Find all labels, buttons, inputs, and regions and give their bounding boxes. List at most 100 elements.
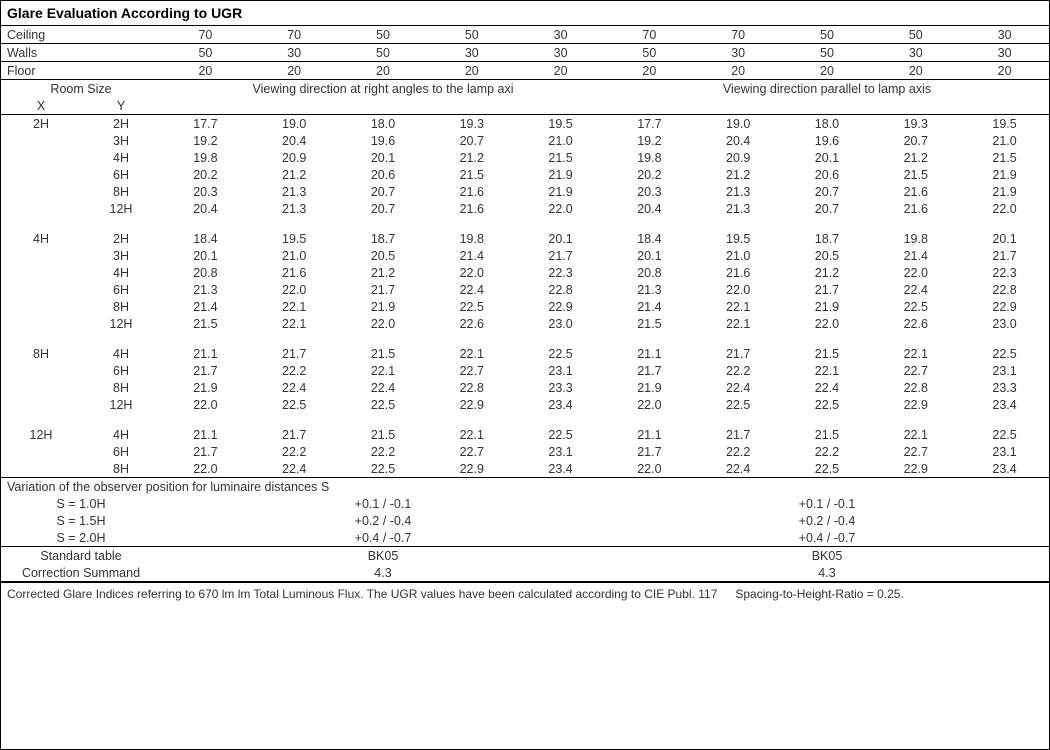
val-cell: 22.7 bbox=[427, 362, 516, 379]
val-cell: 21.5 bbox=[783, 426, 872, 443]
val-cell: 20.2 bbox=[161, 166, 250, 183]
val-cell: 20.1 bbox=[960, 230, 1049, 247]
val-cell: 21.7 bbox=[161, 443, 250, 460]
footnote: Corrected Glare Indices referring to 670… bbox=[1, 582, 1049, 605]
val-cell: 19.6 bbox=[783, 132, 872, 149]
val-cell: 21.7 bbox=[960, 247, 1049, 264]
val-cell: 21.9 bbox=[960, 183, 1049, 200]
val-cell: 20.1 bbox=[605, 247, 694, 264]
val-cell: 21.7 bbox=[694, 426, 783, 443]
header-val: 50 bbox=[161, 44, 250, 62]
variation-s-label: S = 1.5H bbox=[1, 512, 161, 529]
val-cell: 22.2 bbox=[250, 362, 339, 379]
variation-right: +0.4 / -0.7 bbox=[605, 529, 1049, 547]
val-cell: 23.0 bbox=[516, 315, 605, 332]
x-cell bbox=[1, 247, 81, 264]
val-cell: 22.1 bbox=[339, 362, 428, 379]
correction-right: 4.3 bbox=[605, 564, 1049, 582]
val-cell: 21.2 bbox=[250, 166, 339, 183]
room-size-row: Room SizeViewing direction at right angl… bbox=[1, 80, 1049, 98]
val-cell: 22.1 bbox=[427, 426, 516, 443]
val-cell: 20.9 bbox=[250, 149, 339, 166]
header-val: 70 bbox=[250, 26, 339, 44]
val-cell: 21.5 bbox=[783, 345, 872, 362]
y-cell: 2H bbox=[81, 230, 161, 247]
val-cell: 21.1 bbox=[161, 426, 250, 443]
val-cell: 22.5 bbox=[960, 345, 1049, 362]
val-cell: 21.6 bbox=[871, 183, 960, 200]
val-cell: 22.5 bbox=[339, 396, 428, 413]
y-cell: 8H bbox=[81, 298, 161, 315]
val-cell: 19.3 bbox=[871, 115, 960, 133]
data-row: 8H22.022.422.522.923.422.022.422.522.923… bbox=[1, 460, 1049, 478]
val-cell: 21.3 bbox=[694, 200, 783, 217]
val-cell: 23.4 bbox=[960, 396, 1049, 413]
gap-row bbox=[1, 413, 1049, 426]
val-cell: 22.1 bbox=[783, 362, 872, 379]
val-cell: 22.5 bbox=[250, 396, 339, 413]
val-cell: 22.4 bbox=[871, 281, 960, 298]
val-cell: 21.0 bbox=[250, 247, 339, 264]
val-cell: 21.7 bbox=[250, 426, 339, 443]
header-val: 50 bbox=[605, 44, 694, 62]
val-cell: 19.3 bbox=[427, 115, 516, 133]
x-cell bbox=[1, 460, 81, 478]
val-cell: 22.5 bbox=[516, 345, 605, 362]
val-cell: 22.4 bbox=[250, 460, 339, 478]
variation-s-label: S = 2.0H bbox=[1, 529, 161, 547]
val-cell: 21.6 bbox=[427, 183, 516, 200]
data-row: 8H20.321.320.721.621.920.321.320.721.621… bbox=[1, 183, 1049, 200]
x-cell: 4H bbox=[1, 230, 81, 247]
val-cell: 22.2 bbox=[783, 443, 872, 460]
val-cell: 21.6 bbox=[427, 200, 516, 217]
val-cell: 19.8 bbox=[161, 149, 250, 166]
val-cell: 21.5 bbox=[339, 345, 428, 362]
data-row: 2H2H17.719.018.019.319.517.719.018.019.3… bbox=[1, 115, 1049, 133]
variation-left: +0.2 / -0.4 bbox=[161, 512, 605, 529]
val-cell: 22.0 bbox=[605, 460, 694, 478]
blank bbox=[516, 97, 605, 115]
val-cell: 22.5 bbox=[339, 460, 428, 478]
val-cell: 19.8 bbox=[427, 230, 516, 247]
val-cell: 20.7 bbox=[871, 132, 960, 149]
val-cell: 22.1 bbox=[250, 315, 339, 332]
header-val: 50 bbox=[339, 44, 428, 62]
val-cell: 21.7 bbox=[694, 345, 783, 362]
footnote-spacing: Spacing-to-Height-Ratio = 0.25. bbox=[735, 587, 903, 601]
val-cell: 22.0 bbox=[605, 396, 694, 413]
data-row: 6H21.722.222.222.723.121.722.222.222.723… bbox=[1, 443, 1049, 460]
variation-row: S = 1.0H+0.1 / -0.1+0.1 / -0.1 bbox=[1, 495, 1049, 512]
val-cell: 20.9 bbox=[694, 149, 783, 166]
val-cell: 21.7 bbox=[250, 345, 339, 362]
y-cell: 3H bbox=[81, 247, 161, 264]
x-cell bbox=[1, 166, 81, 183]
val-cell: 21.5 bbox=[516, 149, 605, 166]
val-cell: 21.6 bbox=[694, 264, 783, 281]
val-cell: 21.7 bbox=[339, 281, 428, 298]
val-cell: 20.5 bbox=[339, 247, 428, 264]
val-cell: 22.8 bbox=[516, 281, 605, 298]
y-cell: 6H bbox=[81, 362, 161, 379]
val-cell: 20.6 bbox=[339, 166, 428, 183]
data-row: 8H21.922.422.422.823.321.922.422.422.823… bbox=[1, 379, 1049, 396]
val-cell: 22.8 bbox=[871, 379, 960, 396]
data-row: 12H20.421.320.721.622.020.421.320.721.62… bbox=[1, 200, 1049, 217]
val-cell: 22.4 bbox=[339, 379, 428, 396]
val-cell: 23.3 bbox=[516, 379, 605, 396]
val-cell: 22.0 bbox=[427, 264, 516, 281]
y-cell: 8H bbox=[81, 460, 161, 478]
val-cell: 22.5 bbox=[427, 298, 516, 315]
val-cell: 22.3 bbox=[960, 264, 1049, 281]
xy-row: XY bbox=[1, 97, 1049, 115]
val-cell: 21.1 bbox=[605, 345, 694, 362]
data-row: 4H19.820.920.121.221.519.820.920.121.221… bbox=[1, 149, 1049, 166]
val-cell: 22.1 bbox=[871, 345, 960, 362]
val-cell: 22.7 bbox=[871, 362, 960, 379]
val-cell: 22.0 bbox=[161, 460, 250, 478]
val-cell: 21.5 bbox=[871, 166, 960, 183]
x-cell bbox=[1, 132, 81, 149]
val-cell: 22.9 bbox=[427, 396, 516, 413]
header-val: 50 bbox=[427, 26, 516, 44]
val-cell: 22.4 bbox=[694, 460, 783, 478]
y-cell: 12H bbox=[81, 396, 161, 413]
